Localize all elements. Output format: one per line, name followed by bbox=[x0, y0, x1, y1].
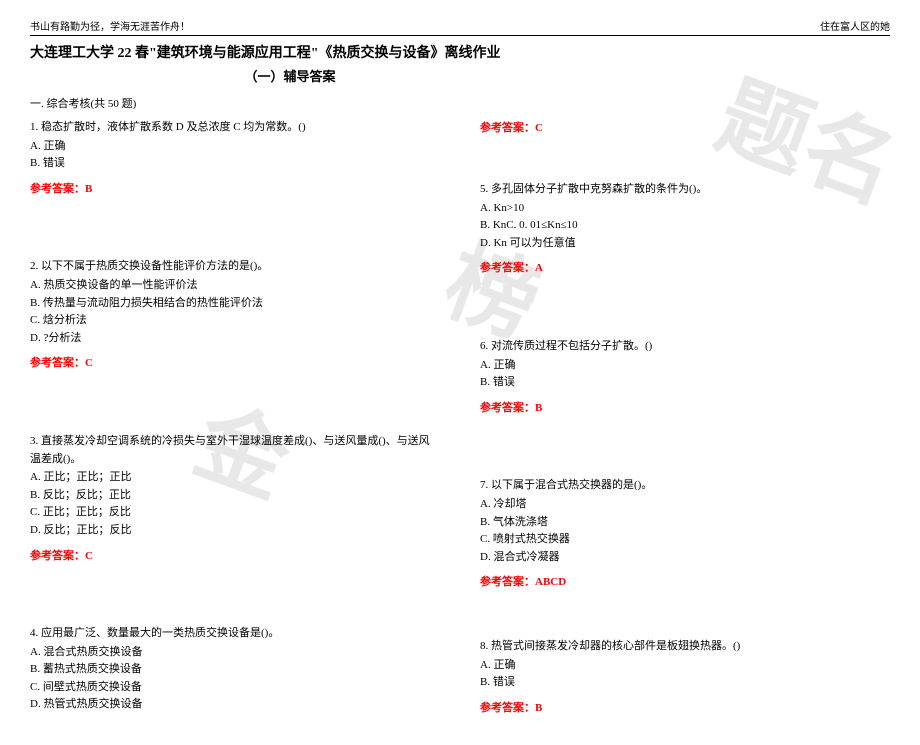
left-column: 1. 稳态扩散时，液体扩散系数 D 及总浓度 C 均为常数。() A. 正确 B… bbox=[30, 119, 440, 745]
option-a: A. 正确 bbox=[480, 357, 890, 375]
option-b: B. 错误 bbox=[480, 674, 890, 692]
question-1: 1. 稳态扩散时，液体扩散系数 D 及总浓度 C 均为常数。() A. 正确 B… bbox=[30, 119, 440, 198]
question-3: 3. 直接蒸发冷却空调系统的冷损失与室外干湿球温度差成()、与送风量成()、与送… bbox=[30, 433, 440, 565]
option-b: B. 传热量与流动阻力损失相结合的热性能评价法 bbox=[30, 295, 440, 313]
option-a: A. 正确 bbox=[30, 138, 440, 156]
answer-label: 参考答案：C bbox=[480, 119, 890, 135]
question-text: 1. 稳态扩散时，液体扩散系数 D 及总浓度 C 均为常数。() bbox=[30, 119, 440, 137]
document-title: 大连理工大学 22 春"建筑环境与能源应用工程"《热质交换与设备》离线作业 bbox=[30, 42, 890, 62]
option-a: A. Kn>10 bbox=[480, 200, 890, 218]
answer-label: 参考答案：A bbox=[480, 260, 890, 278]
option-b: B. KnC. 0. 01≤Kn≤10 bbox=[480, 217, 890, 235]
option-b: B. 气体洗涤塔 bbox=[480, 514, 890, 532]
question-4: 4. 应用最广泛、数量最大的一类热质交换设备是()。 A. 混合式热质交换设备 … bbox=[30, 625, 440, 714]
option-b: B. 蓄热式热质交换设备 bbox=[30, 661, 440, 679]
question-text: 6. 对流传质过程不包括分子扩散。() bbox=[480, 338, 890, 356]
option-d: D. 混合式冷凝器 bbox=[480, 549, 890, 567]
option-c: C. 喷射式热交换器 bbox=[480, 531, 890, 549]
option-a: A. 正比；正比；正比 bbox=[30, 469, 440, 487]
answer-label: 参考答案：B bbox=[480, 700, 890, 718]
option-a: A. 热质交换设备的单一性能评价法 bbox=[30, 277, 440, 295]
question-7: 7. 以下属于混合式热交换器的是()。 A. 冷却塔 B. 气体洗涤塔 C. 喷… bbox=[480, 477, 890, 592]
option-c: C. 正比；正比；反比 bbox=[30, 504, 440, 522]
option-c: C. 间壁式热质交换设备 bbox=[30, 679, 440, 697]
header-right: 住在富人区的她 bbox=[820, 18, 890, 33]
option-a: A. 正确 bbox=[480, 657, 890, 675]
answer-label: 参考答案：B bbox=[480, 400, 890, 418]
question-text: 8. 热管式间接蒸发冷却器的核心部件是板翅换热器。() bbox=[480, 638, 890, 656]
option-d: D. 热管式热质交换设备 bbox=[30, 696, 440, 714]
question-text: 5. 多孔固体分子扩散中克努森扩散的条件为()。 bbox=[480, 181, 890, 199]
answer-label: 参考答案：ABCD bbox=[480, 574, 890, 592]
document-subtitle: （一）辅导答案 bbox=[30, 66, 550, 85]
question-text: 7. 以下属于混合式热交换器的是()。 bbox=[480, 477, 890, 495]
page-header: 书山有路勤为径，学海无涯苦作舟！ 住在富人区的她 bbox=[30, 18, 890, 36]
question-2: 2. 以下不属于热质交换设备性能评价方法的是()。 A. 热质交换设备的单一性能… bbox=[30, 258, 440, 373]
option-a: A. 冷却塔 bbox=[480, 496, 890, 514]
question-6: 6. 对流传质过程不包括分子扩散。() A. 正确 B. 错误 参考答案：B bbox=[480, 338, 890, 417]
option-d: D. ?分析法 bbox=[30, 330, 440, 348]
option-d: D. 反比；正比；反比 bbox=[30, 522, 440, 540]
answer-label: 参考答案：B bbox=[30, 181, 440, 199]
option-b: B. 错误 bbox=[30, 155, 440, 173]
option-c: C. 焓分析法 bbox=[30, 312, 440, 330]
header-left: 书山有路勤为径，学海无涯苦作舟！ bbox=[30, 18, 190, 33]
option-d: D. Kn 可以为任意值 bbox=[480, 235, 890, 253]
section-heading: 一. 综合考核(共 50 题) bbox=[30, 95, 890, 111]
option-a: A. 混合式热质交换设备 bbox=[30, 644, 440, 662]
question-text: 3. 直接蒸发冷却空调系统的冷损失与室外干湿球温度差成()、与送风量成()、与送… bbox=[30, 433, 440, 468]
right-column: 参考答案：C 5. 多孔固体分子扩散中克努森扩散的条件为()。 A. Kn>10… bbox=[480, 119, 890, 745]
answer-label: 参考答案：C bbox=[30, 355, 440, 373]
option-b: B. 错误 bbox=[480, 374, 890, 392]
option-b: B. 反比；反比；正比 bbox=[30, 487, 440, 505]
question-text: 4. 应用最广泛、数量最大的一类热质交换设备是()。 bbox=[30, 625, 440, 643]
question-5: 5. 多孔固体分子扩散中克努森扩散的条件为()。 A. Kn>10 B. KnC… bbox=[480, 181, 890, 278]
answer-label: 参考答案：C bbox=[30, 548, 440, 566]
question-text: 2. 以下不属于热质交换设备性能评价方法的是()。 bbox=[30, 258, 440, 276]
question-8: 8. 热管式间接蒸发冷却器的核心部件是板翅换热器。() A. 正确 B. 错误 … bbox=[480, 638, 890, 717]
